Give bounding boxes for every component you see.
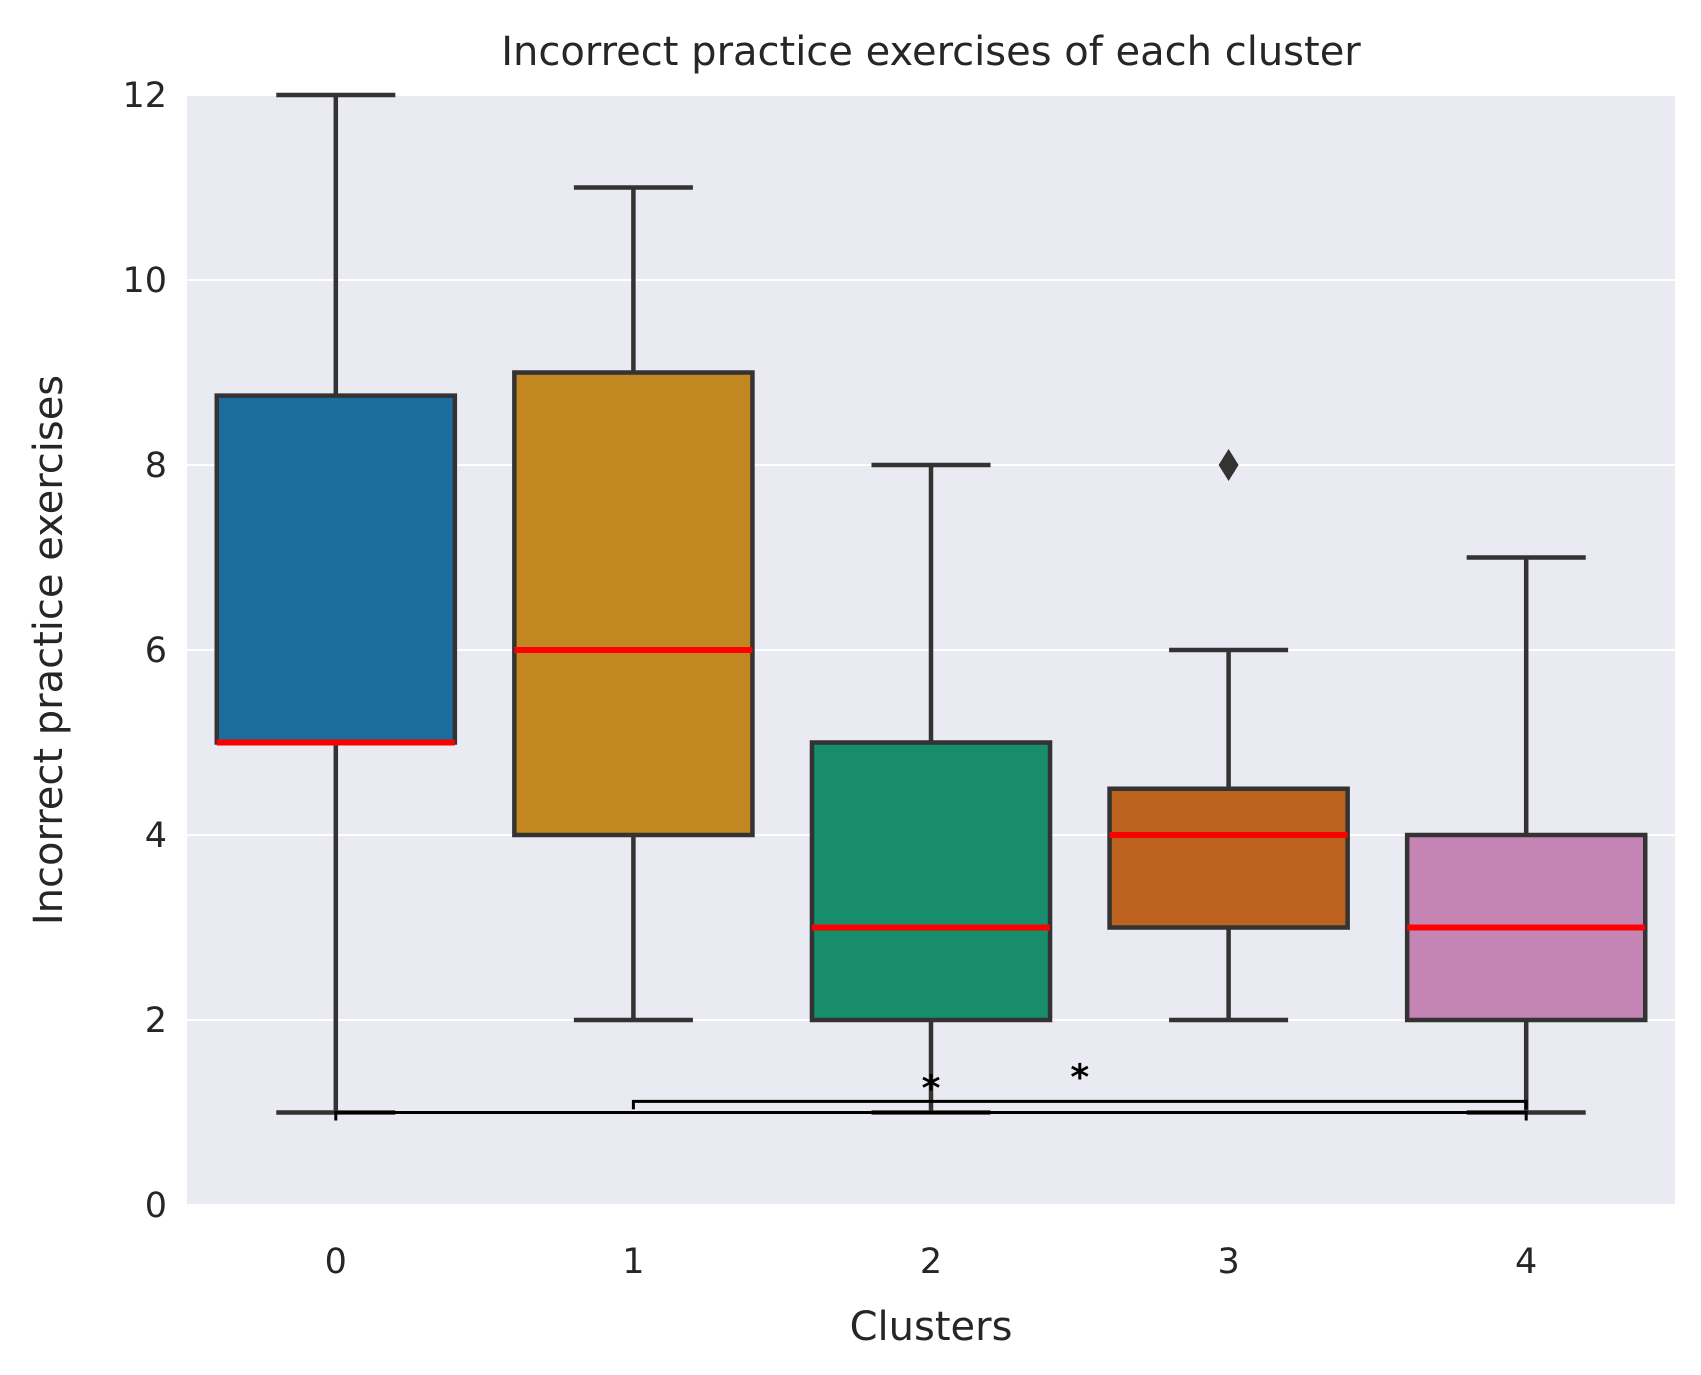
bracket-line bbox=[334, 1111, 1528, 1121]
boxes bbox=[214, 92, 1648, 1115]
box-iqr bbox=[512, 370, 755, 838]
y-tick-label: 2 bbox=[145, 1001, 167, 1041]
box-cluster-3 bbox=[1107, 449, 1350, 1023]
significance-annotations: * * bbox=[334, 1057, 1528, 1121]
significance-label: * bbox=[1070, 1057, 1089, 1098]
box-iqr bbox=[1107, 786, 1350, 930]
x-tick-label: 1 bbox=[622, 1242, 644, 1282]
x-tick-labels: 0 1 2 3 4 bbox=[325, 1242, 1538, 1282]
y-tick-labels: 0 2 4 6 8 10 12 bbox=[122, 76, 167, 1226]
y-tick-label: 0 bbox=[145, 1186, 167, 1226]
chart-title: Incorrect practice exercises of each clu… bbox=[501, 29, 1361, 75]
box-cluster-2 bbox=[809, 462, 1053, 1115]
y-tick-label: 6 bbox=[145, 631, 167, 671]
y-tick-label: 8 bbox=[145, 446, 167, 486]
box-cluster-1 bbox=[512, 185, 755, 1023]
significance-label: * bbox=[922, 1069, 941, 1110]
box-iqr bbox=[809, 740, 1053, 1023]
y-tick-label: 4 bbox=[145, 816, 167, 856]
significance-bracket: * bbox=[631, 1057, 1528, 1110]
x-tick-label: 3 bbox=[1217, 1242, 1239, 1282]
x-tick-label: 0 bbox=[325, 1242, 347, 1282]
y-axis-label: Incorrect practice exercises bbox=[26, 375, 72, 925]
box-iqr bbox=[214, 393, 458, 745]
bracket-line bbox=[631, 1099, 1528, 1110]
x-axis-label: Clusters bbox=[850, 1304, 1013, 1350]
outlier-point bbox=[1218, 449, 1239, 481]
box-cluster-4 bbox=[1404, 555, 1648, 1115]
significance-bracket: * bbox=[334, 1069, 1528, 1121]
x-tick-label: 2 bbox=[920, 1242, 942, 1282]
x-tick-label: 4 bbox=[1515, 1242, 1537, 1282]
box-cluster-0 bbox=[214, 92, 458, 1115]
y-tick-label: 10 bbox=[122, 261, 167, 301]
y-tick-label: 12 bbox=[122, 76, 167, 116]
